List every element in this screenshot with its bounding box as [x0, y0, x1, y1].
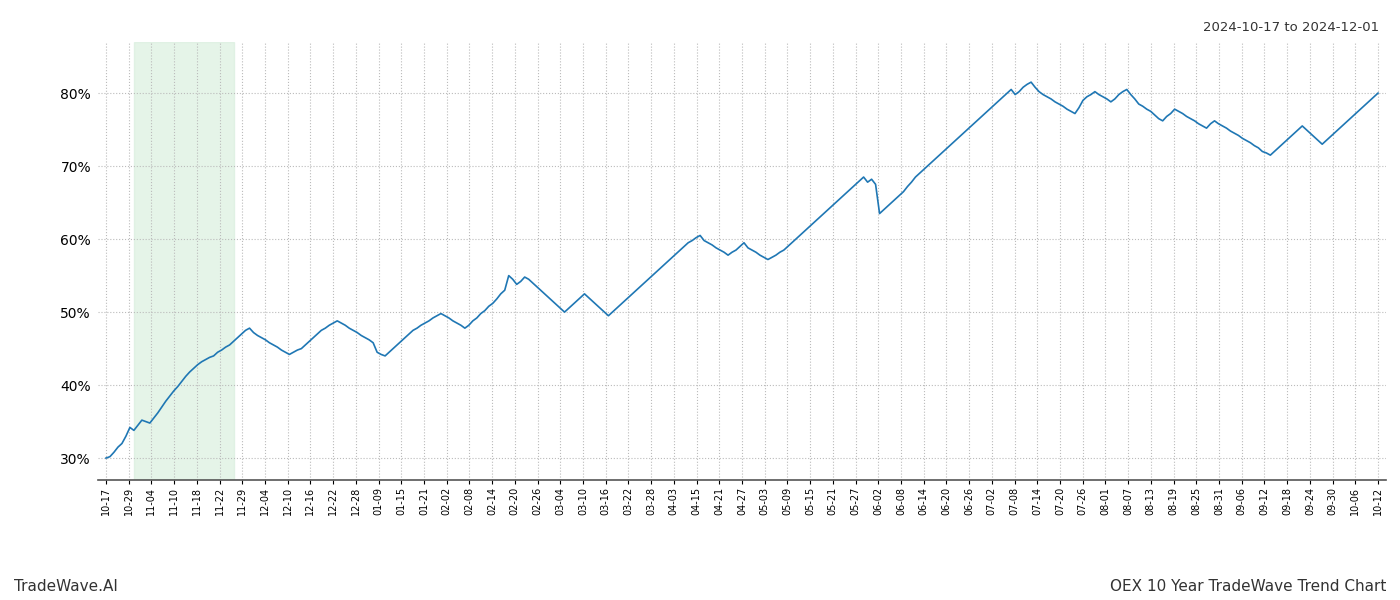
- Text: TradeWave.AI: TradeWave.AI: [14, 579, 118, 594]
- Bar: [134, 42, 234, 480]
- Text: OEX 10 Year TradeWave Trend Chart: OEX 10 Year TradeWave Trend Chart: [1110, 579, 1386, 594]
- Text: 2024-10-17 to 2024-12-01: 2024-10-17 to 2024-12-01: [1203, 21, 1379, 34]
